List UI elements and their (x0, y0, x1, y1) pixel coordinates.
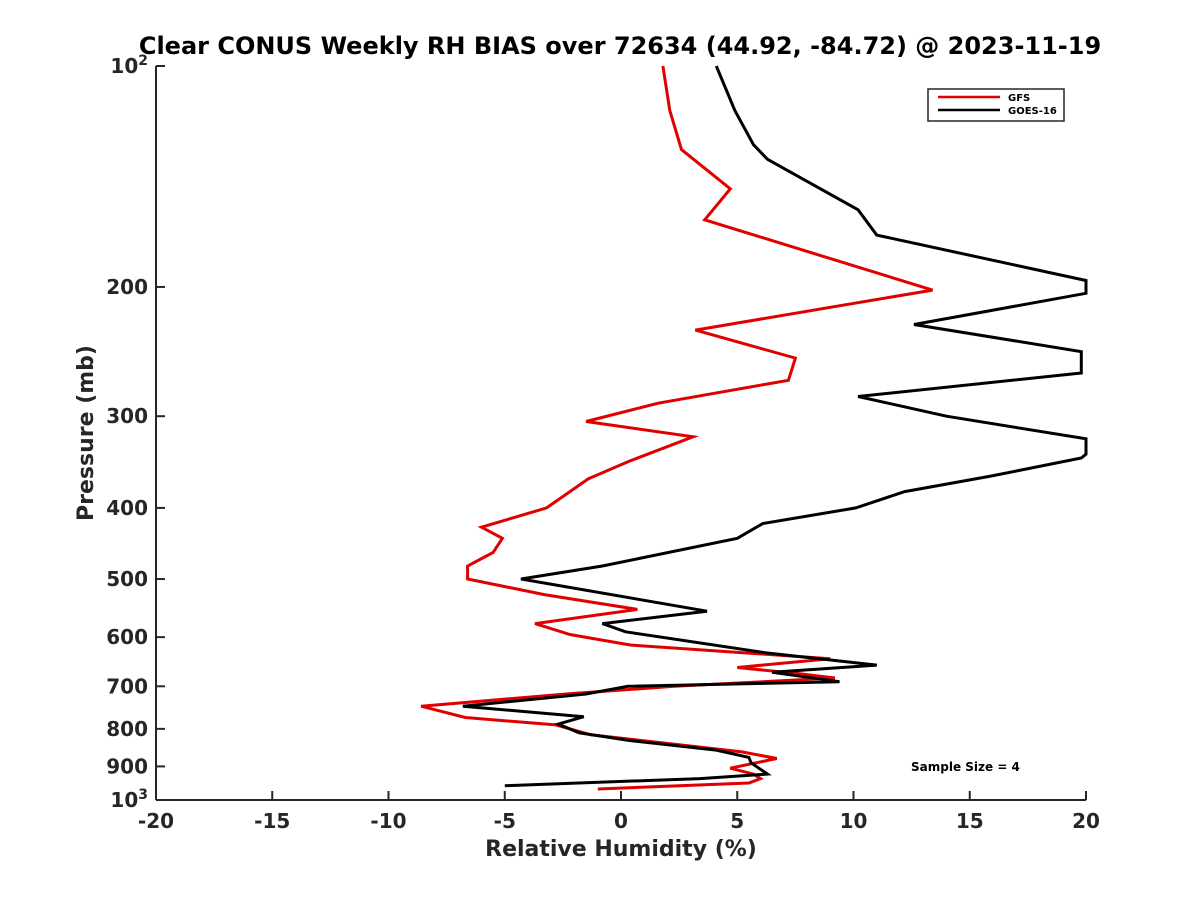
y-tick-exponent: 2 (138, 53, 148, 69)
y-tick-base: 10 (110, 54, 138, 78)
y-tick-label: 102 (110, 53, 148, 78)
series-line-goes-16 (462, 65, 1088, 788)
x-tick-label: 5 (730, 809, 744, 833)
series-line-gfs (420, 65, 933, 791)
y-tick-label: 600 (106, 625, 148, 649)
sample-size-annotation: Sample Size = 4 (911, 760, 1020, 774)
series-lines (420, 65, 1088, 791)
y-tick-label: 500 (106, 567, 148, 591)
x-tick-label: -15 (254, 809, 290, 833)
y-tick-label: 700 (106, 674, 148, 698)
y-tick-label: 103 (110, 787, 148, 812)
legend: GFS GOES-16 (927, 88, 1065, 122)
y-tick-label: 400 (106, 496, 148, 520)
y-tick-base: 10 (110, 788, 138, 812)
x-tick-label: -5 (494, 809, 516, 833)
x-tick-label: -10 (370, 809, 406, 833)
x-ticks: -20 -15 -10 -5 0 5 10 15 20 (138, 791, 1100, 833)
y-tick-label: 300 (106, 404, 148, 428)
y-tick-exponent: 3 (138, 787, 148, 803)
x-axis-label: Relative Humidity (%) (485, 837, 757, 862)
legend-box (927, 88, 1065, 122)
x-tick-label: 15 (956, 809, 984, 833)
legend-goes16-label: GOES-16 (1008, 106, 1057, 117)
y-tick-label: 900 (106, 754, 148, 778)
x-tick-label: 0 (614, 809, 628, 833)
x-tick-label: 10 (840, 809, 868, 833)
y-tick-label: 800 (106, 717, 148, 741)
y-axis-label: Pressure (mb) (74, 345, 99, 521)
x-tick-label: -20 (138, 809, 174, 833)
chart-title: Clear CONUS Weekly RH BIAS over 72634 (4… (139, 32, 1101, 60)
y-tick-label: 200 (106, 275, 148, 299)
x-tick-label: 20 (1072, 809, 1100, 833)
legend-gfs-label: GFS (1008, 93, 1030, 104)
